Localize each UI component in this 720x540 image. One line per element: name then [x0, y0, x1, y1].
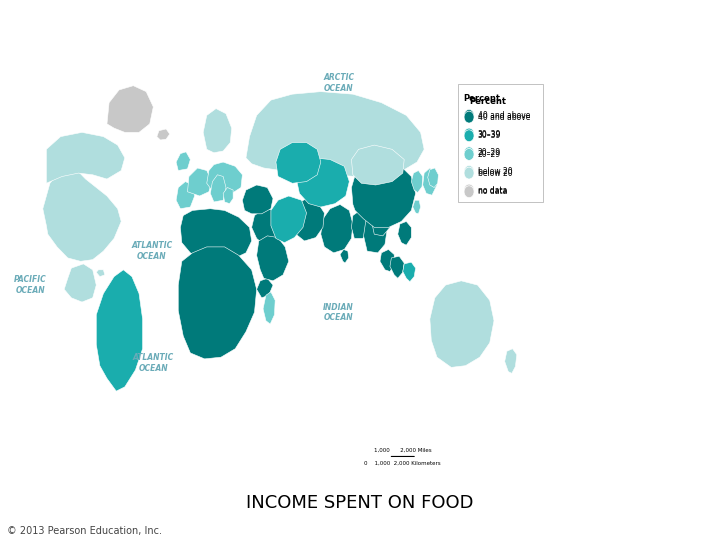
Polygon shape: [203, 109, 232, 153]
Polygon shape: [181, 209, 252, 261]
Text: ATLANTIC
OCEAN: ATLANTIC OCEAN: [131, 241, 173, 261]
Text: H: H: [203, 10, 222, 35]
Text: PACIFIC
OCEAN: PACIFIC OCEAN: [14, 275, 47, 295]
Circle shape: [464, 184, 474, 196]
Polygon shape: [64, 264, 96, 302]
Text: no data: no data: [477, 187, 507, 196]
Text: 30–39: 30–39: [477, 131, 501, 140]
Text: INDIAN
OCEAN: INDIAN OCEAN: [323, 302, 354, 322]
Polygon shape: [107, 86, 153, 132]
Polygon shape: [223, 187, 233, 204]
Text: 30–39: 30–39: [477, 130, 501, 139]
Polygon shape: [271, 196, 307, 242]
Text: 20–29: 20–29: [477, 148, 500, 157]
Text: Percent: Percent: [464, 94, 500, 103]
Polygon shape: [246, 92, 424, 177]
Polygon shape: [256, 278, 273, 298]
Circle shape: [464, 186, 474, 198]
Circle shape: [464, 111, 474, 123]
Text: 10.3: 10.3: [9, 12, 72, 32]
Polygon shape: [263, 292, 275, 324]
Polygon shape: [428, 168, 438, 187]
Polygon shape: [210, 175, 226, 202]
Polygon shape: [505, 349, 517, 373]
Circle shape: [464, 130, 474, 141]
Polygon shape: [390, 256, 404, 278]
Text: 1,000      2,000 Miles: 1,000 2,000 Miles: [374, 448, 431, 453]
Polygon shape: [243, 185, 273, 214]
Polygon shape: [207, 162, 243, 193]
Polygon shape: [351, 211, 369, 239]
Text: ATLANTIC
OCEAN: ATLANTIC OCEAN: [132, 354, 174, 373]
Polygon shape: [351, 158, 415, 227]
Text: no data: no data: [477, 186, 507, 194]
Polygon shape: [364, 213, 387, 253]
Polygon shape: [321, 205, 353, 253]
Text: UTRITION: UTRITION: [72, 14, 167, 31]
Text: Percent: Percent: [469, 97, 506, 106]
Text: ARCTIC
OCEAN: ARCTIC OCEAN: [323, 73, 354, 93]
Polygon shape: [42, 168, 121, 261]
Circle shape: [464, 148, 474, 160]
Text: UNGER: UNGER: [217, 14, 283, 31]
Circle shape: [464, 147, 474, 159]
FancyBboxPatch shape: [459, 84, 543, 202]
Polygon shape: [179, 247, 256, 359]
Polygon shape: [252, 209, 287, 242]
Text: © 2013 Pearson Education, Inc.: © 2013 Pearson Education, Inc.: [7, 526, 162, 536]
Text: N: N: [58, 10, 77, 35]
Text: 40 and above: 40 and above: [477, 111, 530, 120]
Circle shape: [464, 128, 474, 140]
Polygon shape: [371, 193, 392, 236]
Polygon shape: [397, 221, 411, 245]
Polygon shape: [380, 249, 395, 272]
Polygon shape: [157, 129, 170, 140]
Polygon shape: [256, 236, 289, 281]
Circle shape: [464, 110, 474, 122]
Text: below 20: below 20: [477, 167, 512, 176]
Polygon shape: [402, 262, 415, 282]
Polygon shape: [413, 200, 420, 214]
Text: INCOME SPENT ON FOOD: INCOME SPENT ON FOOD: [246, 494, 474, 512]
Text: below 20: below 20: [477, 168, 512, 178]
Polygon shape: [423, 168, 437, 195]
Polygon shape: [430, 281, 494, 367]
Polygon shape: [351, 145, 404, 185]
Text: 20–29: 20–29: [477, 150, 500, 159]
Polygon shape: [96, 270, 143, 391]
Text: 0    1,000  2,000 Kilometers: 0 1,000 2,000 Kilometers: [364, 461, 441, 465]
Polygon shape: [296, 158, 349, 207]
Polygon shape: [340, 249, 348, 263]
Text: 40 and above: 40 and above: [477, 113, 530, 122]
Polygon shape: [292, 199, 324, 241]
Text: AND: AND: [164, 14, 210, 31]
Polygon shape: [46, 132, 125, 183]
Polygon shape: [187, 168, 212, 196]
Polygon shape: [176, 181, 194, 209]
Polygon shape: [276, 143, 321, 183]
Circle shape: [464, 167, 474, 179]
Polygon shape: [96, 270, 105, 276]
Circle shape: [464, 165, 474, 177]
Polygon shape: [411, 171, 423, 193]
Polygon shape: [176, 152, 190, 171]
